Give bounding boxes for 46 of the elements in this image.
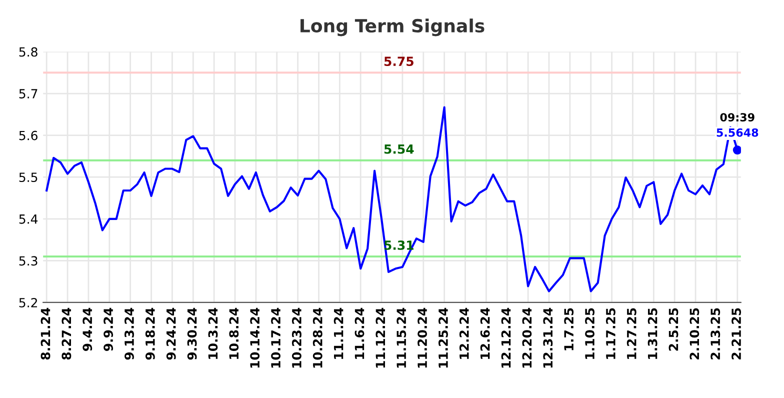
y-tick-label: 5.8 [19, 47, 38, 57]
x-tick-label: 10.23.24 [292, 308, 302, 368]
x-tick-label: 2.21.25 [732, 308, 742, 360]
y-tick-label: 5.5 [19, 172, 38, 182]
x-tick-label: 10.28.24 [312, 308, 322, 368]
x-tick-label: 1.31.25 [648, 308, 658, 359]
x-tick-label: 9.13.24 [124, 308, 134, 360]
x-tick-label: 11.25.24 [438, 308, 448, 368]
y-tick-label: 5.3 [19, 256, 38, 266]
x-tick-label: 9.24.24 [166, 308, 176, 360]
x-tick-label: 10.14.24 [250, 308, 260, 368]
ref-line-label: 5.75 [384, 56, 414, 66]
x-tick-label: 8.27.24 [62, 308, 72, 360]
x-tick-label: 9.30.24 [187, 308, 197, 360]
x-tick-label: 12.12.24 [501, 308, 511, 368]
y-tick-label: 5.6 [19, 130, 38, 140]
x-tick-label: 11.12.24 [376, 308, 385, 368]
x-tick-label: 12.2.24 [459, 308, 469, 359]
x-tick-label: 10.17.24 [271, 308, 280, 368]
x-tick-label: 1.27.25 [626, 308, 636, 359]
y-tick-label: 5.2 [19, 298, 38, 308]
x-tick-label: 11.15.24 [396, 308, 406, 368]
chart-title: Long Term Signals [300, 18, 484, 36]
ref-line-label: 5.54 [384, 144, 414, 154]
x-tick-label: 9.4.24 [82, 308, 92, 351]
x-tick-label: 2.13.25 [710, 308, 720, 360]
x-tick-label: 12.31.24 [543, 308, 553, 368]
x-tick-label: 10.8.24 [229, 308, 239, 359]
x-tick-label: 8.21.24 [40, 308, 50, 360]
x-tick-label: 1.10.25 [585, 308, 594, 359]
x-tick-label: 11.1.24 [334, 308, 344, 359]
x-tick-label: 12.20.24 [522, 308, 532, 368]
annotation: 09:39 [720, 113, 754, 122]
x-tick-label: 1.7.25 [564, 308, 574, 350]
x-tick-label: 12.6.24 [480, 308, 490, 359]
x-tick-label: 9.9.24 [104, 308, 114, 351]
y-tick-label: 5.7 [19, 89, 38, 98]
y-tick-label: 5.4 [19, 214, 38, 224]
x-tick-label: 1.17.25 [606, 308, 616, 359]
x-tick-label: 2.10.25 [690, 308, 700, 360]
x-tick-label: 2.5.25 [668, 308, 678, 351]
x-tick-label: 10.3.24 [208, 308, 218, 359]
x-tick-label: 9.18.24 [145, 308, 155, 360]
x-tick-label: 11.6.24 [354, 308, 364, 359]
data-label: 5.5648 [716, 128, 758, 137]
x-tick-label: 11.20.24 [418, 308, 428, 368]
